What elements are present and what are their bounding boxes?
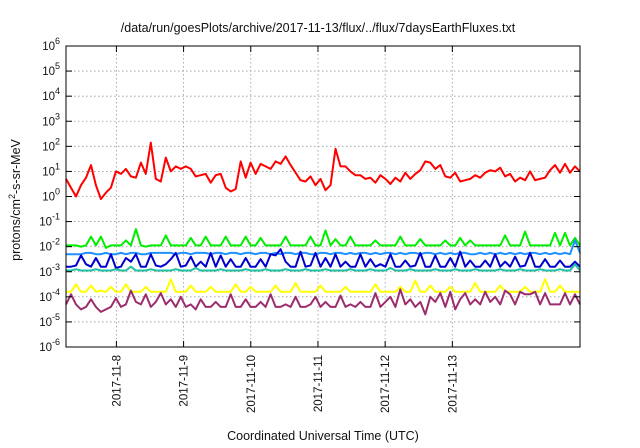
y-tick-label: 10-4 (39, 287, 60, 304)
x-tick-label: 2017-11-9 (179, 355, 191, 407)
y-tick-label: 10-1 (39, 212, 60, 229)
y-tick-label: 101 (42, 161, 60, 178)
chart-title: /data/run/goesPlots/archive/2017-11-13/f… (121, 21, 516, 35)
x-tick-label: 2017-11-8 (111, 355, 123, 407)
series-line (66, 228, 581, 249)
series-line (66, 239, 581, 256)
y-tick-label: 10-5 (39, 312, 60, 329)
series-line (65, 288, 581, 316)
y-tick-label: 10-6 (39, 337, 60, 354)
y-tick-label: 104 (42, 86, 60, 103)
x-tick-label: 2017-11-13 (447, 355, 459, 413)
x-axis-ticks: 2017-11-8 2017-11-9 2017-11-10 2017-11-11 20… (111, 46, 459, 413)
series-line (65, 141, 581, 200)
y-tick-label: 106 (42, 36, 60, 53)
series-line (66, 278, 580, 293)
y-tick-label: 10-2 (39, 237, 60, 254)
x-axis-label: Coordinated Universal Time (UTC) (227, 429, 419, 443)
x-tick-label: 2017-11-11 (313, 355, 325, 412)
series-line (66, 263, 581, 272)
series-line (66, 248, 581, 269)
y-axis-ticks: 10-6 10-5 10-4 10-3 10-2 10-1 100 101 102 103 104 1… (39, 36, 580, 354)
y-tick-label: 102 (42, 136, 60, 153)
y-axis-label: protons/cm2-s-sr-MeV (7, 138, 23, 260)
y-tick-label: 103 (42, 111, 60, 128)
y-tick-label: 10-3 (39, 262, 60, 279)
series-lines (65, 141, 581, 316)
y-tick-label: 100 (42, 187, 60, 204)
x-tick-label: 2017-11-10 (246, 355, 258, 413)
y-tick-label: 105 (42, 61, 60, 78)
x-tick-label: 2017-11-12 (380, 355, 392, 413)
